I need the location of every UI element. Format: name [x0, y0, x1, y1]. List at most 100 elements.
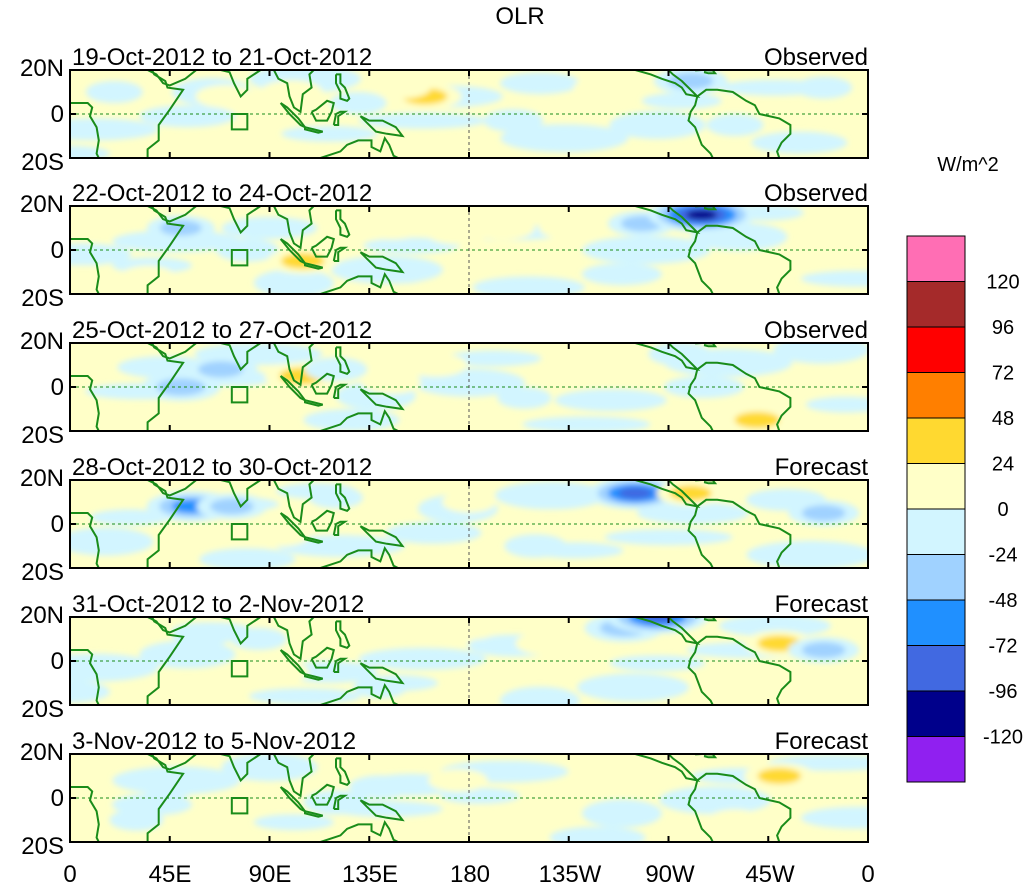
- colorbar-label: 24: [992, 454, 1014, 476]
- anomaly-mark: [686, 209, 718, 220]
- anomaly-mark: [554, 389, 667, 412]
- anomaly-mark: [659, 786, 772, 815]
- lat-label: 20N: [20, 55, 64, 82]
- coastline: [359, 115, 405, 138]
- coastline: [310, 99, 335, 122]
- coastline: [273, 70, 315, 114]
- anomaly-mark: [260, 80, 323, 104]
- anomaly-mark: [800, 270, 868, 287]
- anomaly-mark: [718, 617, 831, 637]
- anomaly-mark: [309, 486, 363, 509]
- coastline: [320, 135, 399, 158]
- colorbar-swatch: [906, 463, 966, 510]
- coastline: [273, 617, 315, 661]
- coastline: [147, 617, 197, 634]
- anomaly-mark: [363, 237, 460, 254]
- coastline: [687, 772, 792, 842]
- coastline: [335, 620, 351, 649]
- anomaly-mark: [199, 548, 296, 568]
- anomaly-mark: [708, 809, 762, 831]
- lon-label-0: 0: [63, 861, 76, 887]
- coastline: [335, 483, 351, 512]
- panel-status: Observed: [764, 44, 868, 71]
- lat-label: 0: [51, 374, 64, 401]
- colorbar-label: -48: [989, 590, 1018, 612]
- anomaly-mark: [538, 216, 599, 240]
- olr-panel: 25-Oct-2012 to 27-Oct-2012 Observed 20N 0 20…: [20, 317, 869, 449]
- anomaly-mark: [210, 498, 254, 515]
- lon-label-4: 180: [450, 861, 490, 887]
- coastline: [310, 235, 335, 258]
- lat-label: 20N: [20, 328, 64, 355]
- lat-label: 20N: [20, 739, 64, 766]
- colorbar-label: 0: [997, 499, 1008, 521]
- anomaly-mark: [385, 521, 482, 544]
- anomaly-mark: [801, 505, 846, 521]
- anomaly-field: [70, 70, 853, 158]
- anomaly-field: [70, 617, 860, 705]
- anomaly-mark: [706, 113, 764, 137]
- lon-label-3: 135E: [342, 861, 398, 887]
- units-label: W/m^2: [937, 154, 999, 176]
- anomaly-mark: [89, 509, 170, 526]
- coastline: [220, 754, 262, 783]
- anomaly-mark: [253, 269, 334, 294]
- anomaly-mark: [70, 118, 159, 141]
- coastline: [635, 343, 701, 372]
- anomaly-mark: [499, 72, 580, 95]
- coastline: [304, 673, 323, 681]
- anomaly-mark: [573, 76, 631, 99]
- lat-label: 20S: [21, 833, 64, 860]
- coastline: [310, 783, 335, 806]
- anomaly-mark: [253, 814, 334, 831]
- anomaly-mark: [746, 540, 868, 568]
- anomaly-mark: [577, 673, 690, 702]
- anomaly-mark: [805, 396, 868, 413]
- anomaly-mark: [495, 481, 608, 510]
- lat-label: 0: [51, 101, 64, 128]
- anomaly-mark: [515, 631, 578, 656]
- coastline: [273, 206, 315, 250]
- anomaly-mark: [70, 527, 154, 556]
- panel-date-range: 28-Oct-2012 to 30-Oct-2012: [72, 454, 372, 481]
- anomaly-mark: [70, 680, 110, 703]
- lat-label: 20N: [20, 191, 64, 218]
- coastline: [687, 224, 792, 294]
- panel-date-range: 25-Oct-2012 to 27-Oct-2012: [72, 317, 372, 344]
- coastline: [320, 819, 399, 842]
- anomaly-mark: [795, 76, 853, 99]
- lon-label-7: 45W: [745, 861, 795, 887]
- coastline: [220, 343, 262, 372]
- coastline: [635, 617, 701, 646]
- coastline: [70, 754, 185, 842]
- anomaly-mark: [483, 109, 544, 133]
- anomaly-mark: [195, 84, 255, 108]
- lon-label-5: 135W: [539, 861, 602, 887]
- coastline: [304, 262, 323, 270]
- coastline: [320, 271, 399, 294]
- coastline: [220, 480, 262, 509]
- coastline: [220, 70, 262, 99]
- coastline: [147, 480, 197, 497]
- anomaly-mark: [469, 215, 535, 241]
- anomaly-mark: [581, 263, 662, 286]
- colorbar-swatch: [906, 690, 966, 737]
- lat-label: 20S: [21, 559, 64, 586]
- anomaly-mark: [442, 491, 496, 513]
- anomaly-mark: [549, 826, 646, 842]
- anomaly-mark: [604, 529, 733, 546]
- longitude-axis: 0 45E 90E 135E 180 135W 90W 45W 0: [63, 861, 874, 887]
- colorbar-swatch: [906, 235, 966, 282]
- anomaly-mark: [139, 105, 236, 128]
- coastline: [320, 408, 399, 431]
- anomaly-mark: [801, 642, 846, 658]
- coastline: [687, 498, 792, 568]
- coastline: [70, 70, 185, 158]
- coastline: [70, 480, 185, 568]
- lat-label: 20N: [20, 602, 64, 629]
- coastline: [335, 209, 351, 238]
- coastline: [273, 343, 315, 387]
- coastline: [304, 399, 323, 407]
- olr-panel: 28-Oct-2012 to 30-Oct-2012 Forecast 20N 0 20…: [20, 454, 869, 586]
- coastline: [320, 545, 399, 568]
